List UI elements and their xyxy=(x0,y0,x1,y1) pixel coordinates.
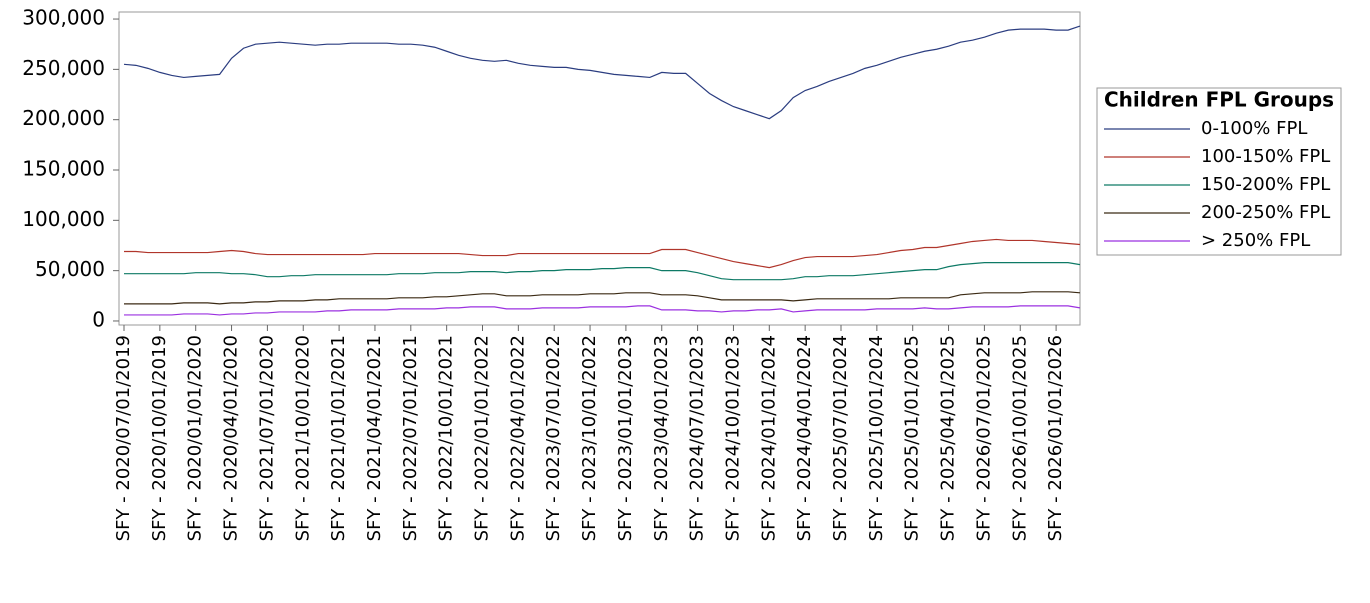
x-tick-label: SFY - 2025/04/01/2025 xyxy=(938,335,959,541)
series-line xyxy=(124,262,1081,281)
x-tick-label: SFY - 2023/04/01/2023 xyxy=(651,335,672,541)
x-tick-label: SFY - 2022/04/01/2022 xyxy=(507,335,528,541)
y-tick-label: 0 xyxy=(92,307,105,331)
x-tick-label: SFY - 2024/10/01/2023 xyxy=(722,335,743,541)
x-tick-label: SFY - 2020/04/01/2020 xyxy=(221,335,242,541)
legend-title: Children FPL Groups xyxy=(1104,88,1334,112)
legend-label: > 250% FPL xyxy=(1201,230,1310,251)
x-tick-label: SFY - 2026/07/01/2025 xyxy=(973,335,994,541)
x-tick-label: SFY - 2021/01/01/2021 xyxy=(328,335,349,541)
x-tick-label: SFY - 2024/04/01/2024 xyxy=(794,335,815,541)
x-tick-label: SFY - 2020/01/01/2020 xyxy=(185,335,206,541)
series-line xyxy=(123,25,1081,120)
y-tick-label: 300,000 xyxy=(22,6,105,30)
x-tick-label: SFY - 2024/01/01/2024 xyxy=(758,335,779,541)
y-tick-label: 250,000 xyxy=(22,56,105,80)
legend-label: 100-150% FPL xyxy=(1201,146,1330,167)
y-tick-label: 50,000 xyxy=(35,257,105,281)
x-tick-label: SFY - 2023/07/01/2022 xyxy=(543,335,564,541)
x-tick-label: SFY - 2026/10/01/2025 xyxy=(1009,335,1030,541)
x-tick-label: SFY - 2021/10/01/2020 xyxy=(292,335,313,541)
y-tick-label: 150,000 xyxy=(22,157,105,181)
x-tick-label: SFY - 2025/01/01/2025 xyxy=(902,335,923,541)
x-tick-label: SFY - 2022/10/01/2021 xyxy=(436,335,457,541)
legend-label: 0-100% FPL xyxy=(1201,118,1307,139)
x-tick-label: SFY - 2020/10/01/2019 xyxy=(149,335,170,541)
x-tick-label: SFY - 2020/07/01/2019 xyxy=(113,335,134,541)
x-tick-label: SFY - 2025/10/01/2024 xyxy=(866,335,887,541)
x-tick-label: SFY - 2023/10/01/2022 xyxy=(579,335,600,541)
x-tick-label: SFY - 2025/07/01/2024 xyxy=(830,335,851,541)
series-line xyxy=(124,305,1081,316)
x-tick-label: SFY - 2021/07/01/2020 xyxy=(256,335,277,541)
legend-box xyxy=(1096,87,1342,256)
x-tick-label: SFY - 2021/04/01/2021 xyxy=(364,335,385,541)
x-tick-label: SFY - 2024/07/01/2023 xyxy=(687,335,708,541)
y-tick-label: 200,000 xyxy=(22,106,105,130)
legend-label: 150-200% FPL xyxy=(1201,174,1330,195)
y-tick-label: 100,000 xyxy=(22,207,105,231)
series-line xyxy=(124,238,1081,269)
legend-label: 200-250% FPL xyxy=(1201,202,1330,223)
x-tick-label: SFY - 2023/01/01/2023 xyxy=(615,335,636,541)
series-line xyxy=(124,291,1081,305)
x-tick-label: SFY - 2022/01/01/2022 xyxy=(472,335,493,541)
x-tick-label: SFY - 2022/07/01/2021 xyxy=(400,335,421,541)
plot-frame xyxy=(118,11,1081,326)
x-tick-label: SFY - 2026/01/01/2026 xyxy=(1045,335,1066,541)
